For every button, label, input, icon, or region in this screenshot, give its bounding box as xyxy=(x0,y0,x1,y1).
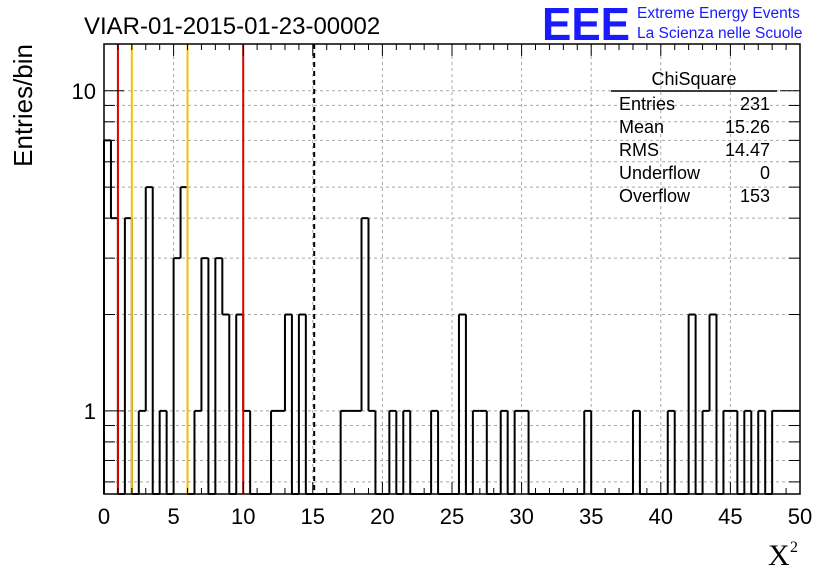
x-tick-label: 40 xyxy=(649,504,673,529)
x-tick-label: 30 xyxy=(509,504,533,529)
y-tick-label: 1 xyxy=(84,399,96,424)
x-tick-label: 45 xyxy=(718,504,742,529)
stats-row-value: 231 xyxy=(740,94,770,114)
stats-row-value: 15.26 xyxy=(725,117,770,137)
reference-lines xyxy=(116,44,316,494)
stats-title: ChiSquare xyxy=(651,69,736,89)
x-tick-label: 5 xyxy=(167,504,179,529)
eee-logo: EEE Extreme Energy Events La Scienza nel… xyxy=(542,0,802,50)
stats-row-value: 0 xyxy=(760,163,770,183)
logo-line2: La Scienza nelle Scuole xyxy=(637,25,802,42)
logo-mark: EEE xyxy=(542,0,630,50)
x-tick-label: 15 xyxy=(301,504,325,529)
x-tick-labels: 0 5 10 15 20 25 30 35 40 45 50 xyxy=(98,504,812,529)
logo-line1: Extreme Energy Events xyxy=(637,5,800,22)
stats-row-label: Entries xyxy=(619,94,675,114)
stats-rows: Entries 231 Mean 15.26 RMS 14.47 Underflow 0 Ove… xyxy=(619,94,770,206)
x-tick-label: 0 xyxy=(98,504,110,529)
x-tick-label: 50 xyxy=(788,504,812,529)
axes-frame xyxy=(103,43,801,495)
x-tick-label: 20 xyxy=(370,504,394,529)
y-tick-label: 10 xyxy=(72,79,96,104)
stats-box: ChiSquare Entries 231 Mean 15.26 RMS 14.47 Und… xyxy=(611,69,777,206)
x-axis-label: X 2 xyxy=(768,539,798,572)
y-tick-labels: 1 10 xyxy=(72,79,96,424)
stats-row-label: RMS xyxy=(619,140,659,160)
chart-title: VIAR-01-2015-01-23-00002 xyxy=(84,13,380,40)
x-tick-label: 35 xyxy=(579,504,603,529)
x-axis-label-superscript: 2 xyxy=(790,539,798,556)
y-axis-label: Entries/bin xyxy=(8,44,38,167)
x-tick-label: 10 xyxy=(231,504,255,529)
stats-row-label: Underflow xyxy=(619,163,701,183)
grid xyxy=(104,44,800,494)
stats-row-label: Overflow xyxy=(619,186,691,206)
x-tick-label: 25 xyxy=(440,504,464,529)
stats-row-label: Mean xyxy=(619,117,664,137)
stats-row-value: 153 xyxy=(740,186,770,206)
x-axis-label-main: X xyxy=(768,539,790,572)
stats-row-value: 14.47 xyxy=(725,140,770,160)
